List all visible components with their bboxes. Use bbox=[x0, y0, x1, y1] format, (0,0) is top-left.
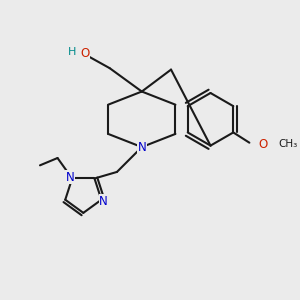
Text: N: N bbox=[65, 170, 74, 184]
Text: CH₃: CH₃ bbox=[279, 139, 298, 149]
Text: H: H bbox=[68, 47, 76, 57]
Text: O: O bbox=[80, 47, 89, 60]
Text: N: N bbox=[99, 195, 108, 208]
Text: O: O bbox=[258, 138, 267, 151]
Text: N: N bbox=[137, 141, 146, 154]
